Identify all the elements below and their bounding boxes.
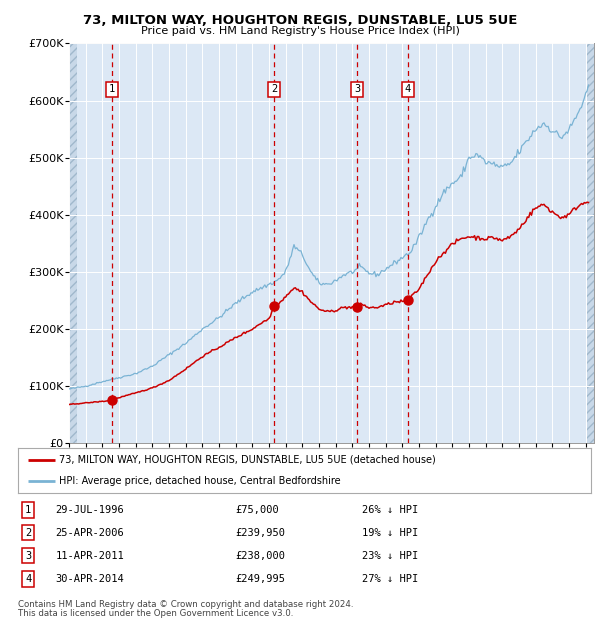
Text: 4: 4	[405, 84, 411, 94]
Text: Price paid vs. HM Land Registry's House Price Index (HPI): Price paid vs. HM Land Registry's House …	[140, 26, 460, 36]
Text: 3: 3	[354, 84, 360, 94]
Text: Contains HM Land Registry data © Crown copyright and database right 2024.: Contains HM Land Registry data © Crown c…	[18, 600, 353, 609]
Text: HPI: Average price, detached house, Central Bedfordshire: HPI: Average price, detached house, Cent…	[59, 476, 341, 486]
Text: 3: 3	[25, 551, 31, 560]
Text: 26% ↓ HPI: 26% ↓ HPI	[362, 505, 418, 515]
Text: £239,950: £239,950	[236, 528, 286, 538]
Text: 4: 4	[25, 574, 31, 583]
Text: £238,000: £238,000	[236, 551, 286, 560]
Text: 11-APR-2011: 11-APR-2011	[55, 551, 124, 560]
Text: 2: 2	[271, 84, 277, 94]
Text: 73, MILTON WAY, HOUGHTON REGIS, DUNSTABLE, LU5 5UE: 73, MILTON WAY, HOUGHTON REGIS, DUNSTABL…	[83, 14, 517, 27]
Text: This data is licensed under the Open Government Licence v3.0.: This data is licensed under the Open Gov…	[18, 609, 293, 618]
Text: 25-APR-2006: 25-APR-2006	[55, 528, 124, 538]
Bar	[586, 43, 595, 443]
Text: £75,000: £75,000	[236, 505, 280, 515]
Text: 1: 1	[25, 505, 31, 515]
Text: £249,995: £249,995	[236, 574, 286, 583]
Text: 27% ↓ HPI: 27% ↓ HPI	[362, 574, 418, 583]
Text: 73, MILTON WAY, HOUGHTON REGIS, DUNSTABLE, LU5 5UE (detached house): 73, MILTON WAY, HOUGHTON REGIS, DUNSTABL…	[59, 455, 436, 465]
Text: 29-JUL-1996: 29-JUL-1996	[55, 505, 124, 515]
Bar	[69, 43, 77, 443]
Text: 19% ↓ HPI: 19% ↓ HPI	[362, 528, 418, 538]
Bar	[586, 43, 595, 443]
Text: 23% ↓ HPI: 23% ↓ HPI	[362, 551, 418, 560]
Text: 2: 2	[25, 528, 31, 538]
Text: 30-APR-2014: 30-APR-2014	[55, 574, 124, 583]
Text: 1: 1	[109, 84, 115, 94]
Bar	[69, 43, 77, 443]
